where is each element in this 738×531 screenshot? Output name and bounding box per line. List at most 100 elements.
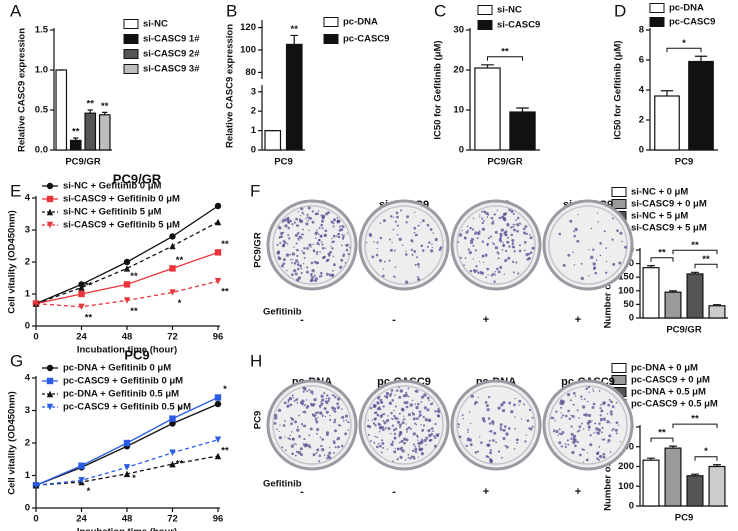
colony-dot	[467, 248, 471, 251]
y-tick-label: 2	[25, 438, 30, 449]
legend-label: si-CASC9 + Gefitinib 0 μM	[63, 194, 180, 205]
colony-dot	[290, 422, 293, 426]
colony-dot	[333, 263, 336, 267]
colony-dot	[414, 447, 418, 451]
colony-dot	[289, 253, 291, 256]
colony-dot	[587, 400, 589, 403]
colony-dot	[462, 418, 465, 420]
colony-dot	[407, 387, 410, 390]
error-bar	[516, 107, 529, 112]
colony-dot	[508, 401, 512, 405]
colony-dot	[421, 249, 425, 252]
colony-dot	[325, 410, 329, 414]
colony-dot	[400, 407, 405, 412]
colony-dot	[396, 420, 401, 424]
colony-dot	[302, 251, 306, 255]
colony-dot	[394, 405, 397, 408]
colony-dot	[308, 446, 312, 449]
colony-dot	[430, 402, 433, 406]
legend-label: si-NC	[143, 19, 168, 30]
colony-dot	[428, 433, 432, 438]
y-axis-label: Cell vitality (OD450nm)	[7, 210, 18, 313]
colony-dot	[504, 258, 508, 262]
colony-dot	[389, 432, 392, 435]
colony-dot	[344, 261, 347, 264]
colony-dot	[394, 447, 396, 449]
colony-dot	[373, 417, 377, 421]
colony-dot	[307, 219, 309, 222]
significance: *	[223, 384, 227, 395]
colony-dot	[396, 458, 399, 461]
colony-dot	[489, 459, 493, 464]
colony-dot	[402, 244, 404, 247]
colony-dot	[488, 395, 491, 399]
colony-dot	[581, 422, 583, 425]
colony-dot	[381, 439, 384, 442]
colony-dot	[526, 419, 530, 423]
dish-rim	[456, 385, 536, 465]
significance: **	[85, 281, 93, 292]
significance: **	[130, 271, 138, 282]
treatment-sign: -	[392, 486, 396, 498]
colony-dot	[569, 399, 572, 402]
colony-dot	[290, 416, 293, 419]
colony-dot	[410, 455, 413, 458]
colony-dot	[468, 411, 471, 413]
error-bar	[73, 137, 79, 141]
colony-dot	[291, 223, 294, 226]
colony-dot	[344, 432, 348, 436]
colony-dot	[292, 396, 294, 399]
colony-dot	[423, 406, 427, 410]
colony-dot	[580, 398, 583, 401]
colony-dot	[333, 451, 336, 454]
colony-dot	[377, 442, 380, 445]
colony-dot	[560, 406, 563, 409]
colony-dot	[590, 227, 593, 230]
colony-dot	[337, 445, 340, 449]
colony-dot	[560, 445, 563, 448]
colony-dot	[608, 398, 611, 401]
colony-dot	[572, 437, 576, 441]
marker	[32, 482, 40, 489]
row-label: PC9	[253, 411, 264, 429]
colony-dot	[523, 403, 526, 406]
colony-dot	[303, 410, 307, 414]
colony-dot	[576, 409, 579, 412]
colony-dot	[611, 429, 613, 432]
colony-dot	[461, 230, 463, 232]
colony-dot	[487, 274, 489, 276]
colony-dot	[491, 242, 494, 244]
colony-dot	[552, 417, 555, 420]
colony-dot	[427, 428, 431, 433]
significance: *	[704, 446, 708, 457]
colony-dot	[508, 208, 511, 211]
colony-dot	[588, 275, 590, 277]
colony-dot	[477, 271, 480, 274]
colony-dot	[297, 238, 300, 241]
colony-dot	[510, 410, 514, 414]
colony-dot	[595, 427, 599, 431]
colony-dot	[616, 229, 619, 233]
colony-dot	[559, 401, 563, 405]
colony-dot	[428, 399, 430, 402]
colony-dot	[317, 238, 321, 242]
colony-dot	[297, 237, 300, 240]
colony-dot	[379, 222, 382, 224]
colony-dot	[469, 443, 473, 447]
colony-dot	[594, 271, 598, 275]
colony-dot	[290, 258, 292, 261]
colony-dot	[332, 225, 335, 228]
colony-dot	[291, 431, 293, 433]
colony-dot	[402, 394, 406, 398]
colony-dot	[494, 246, 499, 250]
y-tick-label: 50	[623, 299, 634, 310]
colony-dot	[328, 447, 331, 449]
colony-dot	[278, 430, 280, 432]
colony-dot	[405, 250, 407, 253]
colony-dot	[334, 421, 337, 424]
error-bar	[647, 265, 655, 268]
dish-rim	[272, 385, 352, 465]
colony-dot	[580, 276, 584, 281]
colony-dot	[293, 442, 296, 445]
y-axis-label: Relative CASC9 expression	[225, 24, 236, 148]
